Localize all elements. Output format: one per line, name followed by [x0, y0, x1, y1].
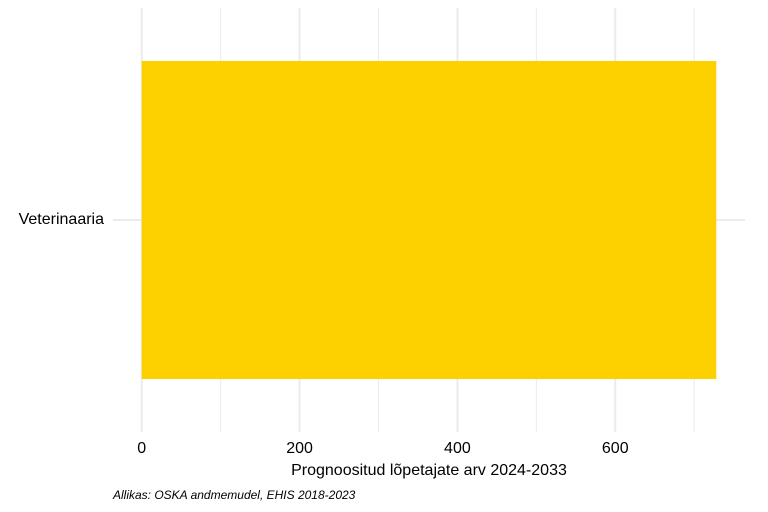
bar: [141, 61, 717, 379]
x-tick-label: 600: [602, 440, 629, 457]
y-tick-label: Veterinaaria: [19, 211, 104, 228]
caption: Allikas: OSKA andmemudel, EHIS 2018-2023: [112, 488, 356, 502]
x-tick-label: 200: [286, 440, 313, 457]
x-axis-title: Prognoositud lõpetajate arv 2024-2033: [291, 462, 567, 479]
x-tick-label: 0: [137, 440, 146, 457]
x-tick-label: 400: [444, 440, 471, 457]
